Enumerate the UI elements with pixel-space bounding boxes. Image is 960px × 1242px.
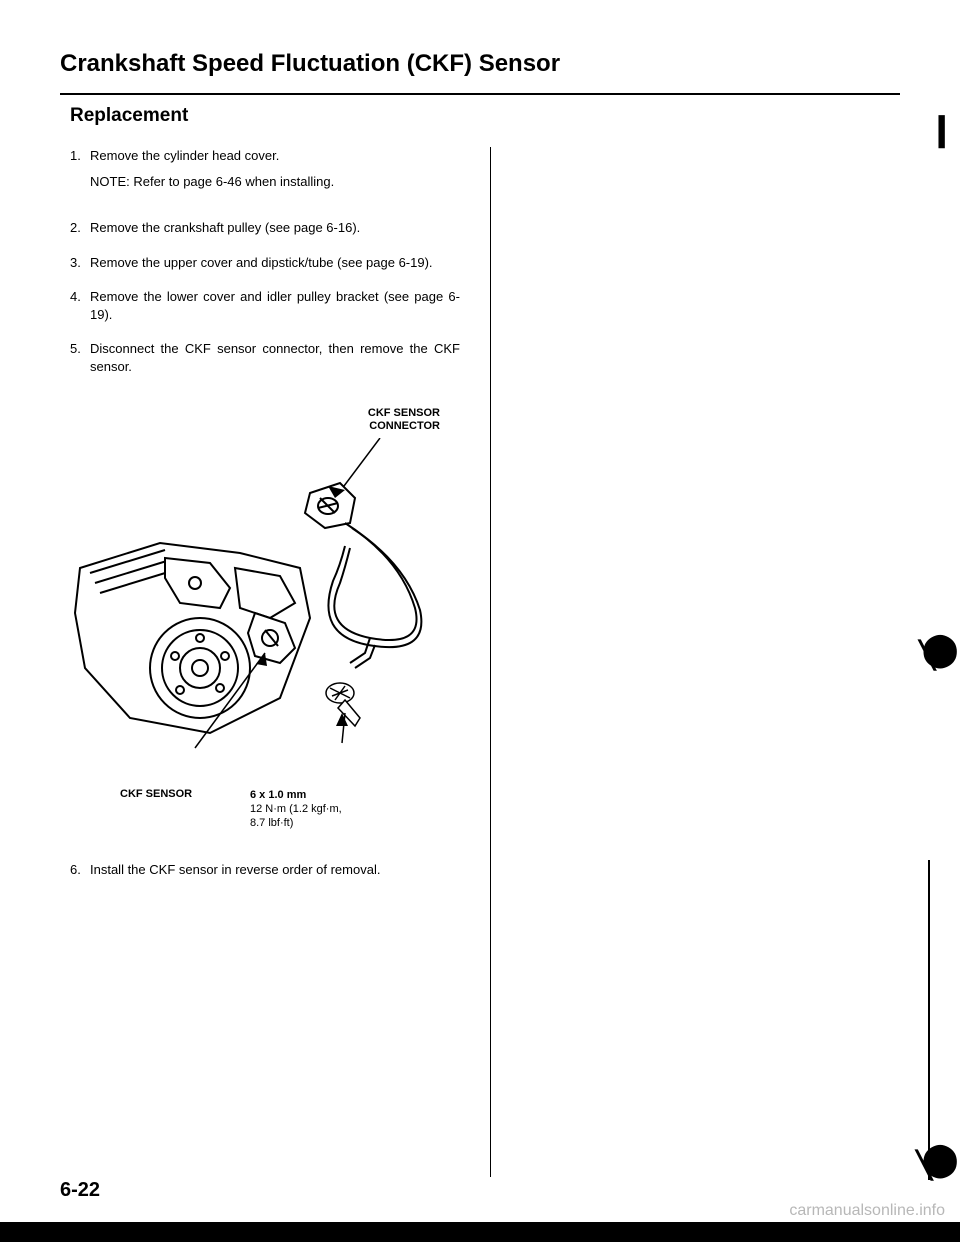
page-number: 6-22: [60, 1179, 100, 1202]
page-title: Crankshaft Speed Fluctuation (CKF) Senso…: [60, 50, 900, 78]
bolt-size: 6 x 1.0 mm: [250, 789, 306, 801]
step-note: NOTE: Refer to page 6-46 when installing…: [90, 173, 460, 191]
diagram-labels-bottom: CKF SENSOR 6 x 1.0 mm 12 N·m (1.2 kgf·m,…: [70, 788, 460, 831]
content-area: 1. Remove the cylinder head cover. NOTE:…: [60, 147, 900, 1177]
left-column: 1. Remove the cylinder head cover. NOTE:…: [60, 147, 460, 1177]
step-body: Remove the cylinder head cover.: [90, 148, 279, 163]
label-line: CKF SENSOR: [368, 407, 440, 419]
label-ckf-sensor: CKF SENSOR: [120, 788, 230, 831]
bolt-torque: 12 N·m (1.2 kgf·m,: [250, 803, 342, 815]
mark-icon: ╲: [919, 640, 935, 671]
page-container: Crankshaft Speed Fluctuation (CKF) Senso…: [0, 0, 960, 1242]
step-text: Remove the cylinder head cover. NOTE: Re…: [90, 147, 460, 203]
step-text: Install the CKF sensor in reverse order …: [90, 861, 460, 879]
step-5: 5. Disconnect the CKF sensor connector, …: [70, 340, 460, 376]
label-line: CONNECTOR: [369, 420, 440, 432]
step-number: 5.: [70, 340, 90, 376]
step-number: 2.: [70, 219, 90, 237]
bottom-bar: [0, 1222, 960, 1242]
step-text: Disconnect the CKF sensor connector, the…: [90, 340, 460, 376]
step-number: 1.: [70, 147, 90, 203]
mark-icon: ❙: [928, 110, 955, 148]
engine-diagram-icon: [70, 438, 450, 778]
step-text: Remove the upper cover and dipstick/tube…: [90, 254, 460, 272]
diagram-container: CKF SENSOR CONNECTOR: [70, 407, 460, 831]
bolt-torque: 8.7 lbf·ft): [250, 817, 293, 829]
step-4: 4. Remove the lower cover and idler pull…: [70, 288, 460, 324]
diagram-label-connector: CKF SENSOR CONNECTOR: [70, 407, 440, 433]
step-text: Remove the lower cover and idler pulley …: [90, 288, 460, 324]
step-text: Remove the crankshaft pulley (see page 6…: [90, 219, 460, 237]
step-1: 1. Remove the cylinder head cover. NOTE:…: [70, 147, 460, 203]
right-line: [928, 860, 930, 1180]
step-2: 2. Remove the crankshaft pulley (see pag…: [70, 219, 460, 237]
step-number: 4.: [70, 288, 90, 324]
step-number: 6.: [70, 861, 90, 879]
section-title: Replacement: [70, 105, 900, 127]
horizontal-rule: [60, 93, 900, 95]
step-6: 6. Install the CKF sensor in reverse ord…: [70, 861, 460, 879]
watermark: carmanualsonline.info: [789, 1202, 945, 1220]
mark-icon: ╲: [916, 1150, 932, 1181]
step-3: 3. Remove the upper cover and dipstick/t…: [70, 254, 460, 272]
binding-marks: ❙ ⬤ ╲ ⬤ ╲: [910, 0, 960, 1242]
step-number: 3.: [70, 254, 90, 272]
label-bolt-spec: 6 x 1.0 mm 12 N·m (1.2 kgf·m, 8.7 lbf·ft…: [250, 788, 342, 831]
vertical-divider: [490, 147, 491, 1177]
